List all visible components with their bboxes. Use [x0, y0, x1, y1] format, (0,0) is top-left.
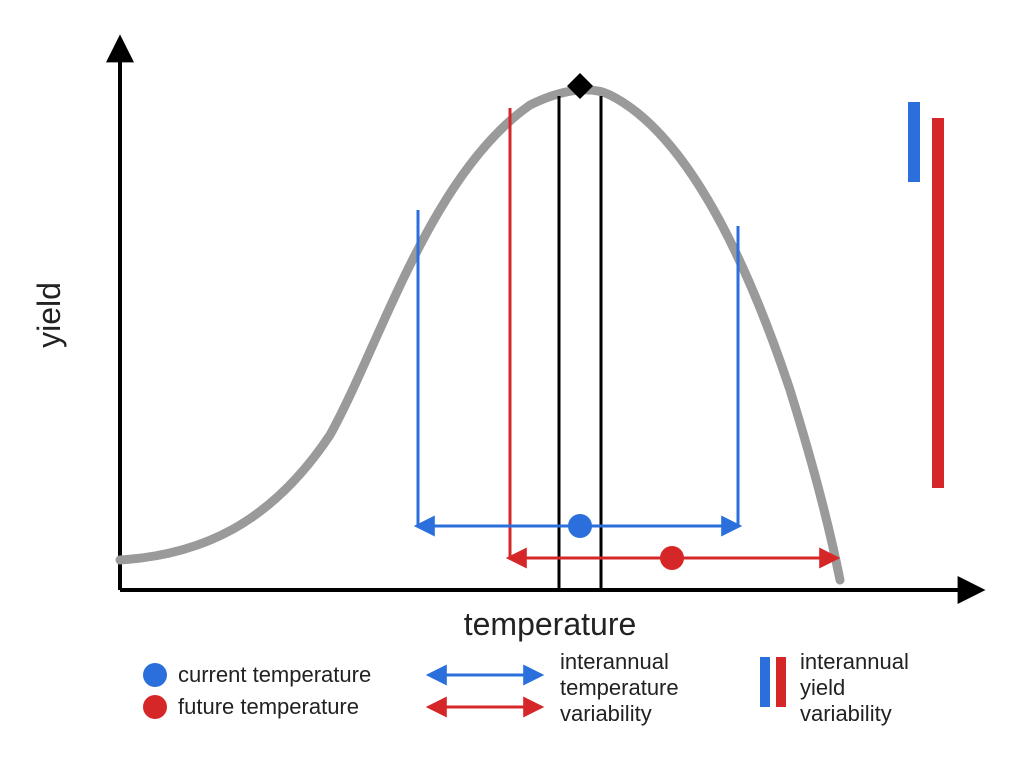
diagram-svg: temperature yield current temperature futur…	[0, 0, 1024, 777]
legend-dot-current	[143, 663, 167, 687]
yield-curve	[120, 90, 840, 580]
future-temp-marker	[660, 546, 684, 570]
legend-right-line-0: interannual	[800, 649, 909, 674]
legend-label-future: future temperature	[178, 694, 359, 719]
legend-bar-red	[776, 657, 786, 707]
legend-right-line-1: yield	[800, 675, 845, 700]
yield-bar-blue	[908, 102, 920, 182]
legend-bar-blue	[760, 657, 770, 707]
yield-bar-red	[932, 118, 944, 488]
legend-dot-future	[143, 695, 167, 719]
y-axis-label: yield	[31, 282, 67, 348]
legend-right-line-2: variability	[800, 701, 892, 726]
legend-mid-line-0: interannual	[560, 649, 669, 674]
legend-mid-line-1: temperature	[560, 675, 679, 700]
current-temp-marker	[568, 514, 592, 538]
x-axis-label: temperature	[464, 606, 637, 642]
legend-label-current: current temperature	[178, 662, 371, 687]
legend-mid-line-2: variability	[560, 701, 652, 726]
